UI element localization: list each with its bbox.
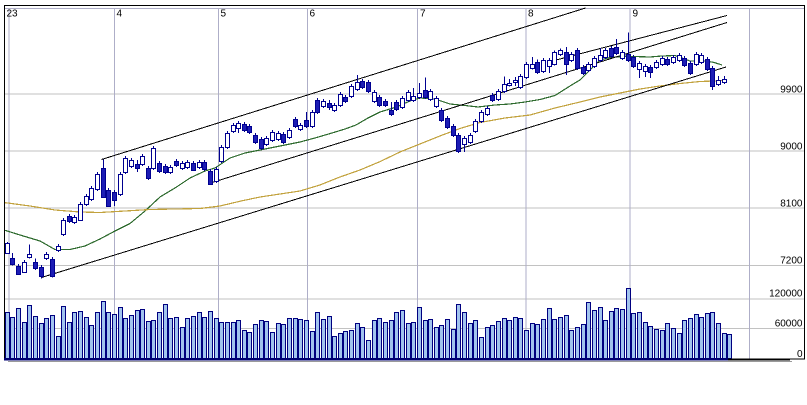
svg-text:8: 8 bbox=[528, 9, 534, 20]
svg-text:6: 6 bbox=[310, 9, 316, 20]
svg-text:0: 0 bbox=[797, 349, 803, 360]
svg-text:7200: 7200 bbox=[780, 256, 803, 267]
svg-text:120000: 120000 bbox=[769, 289, 803, 300]
svg-text:60000: 60000 bbox=[775, 319, 803, 330]
svg-text:7: 7 bbox=[420, 9, 426, 20]
svg-text:8100: 8100 bbox=[780, 199, 803, 210]
svg-text:9900: 9900 bbox=[780, 85, 803, 96]
svg-text:9: 9 bbox=[633, 9, 639, 20]
svg-text:5: 5 bbox=[221, 9, 227, 20]
svg-text:23: 23 bbox=[7, 9, 19, 20]
svg-text:4: 4 bbox=[117, 9, 123, 20]
svg-text:9000: 9000 bbox=[780, 142, 803, 153]
